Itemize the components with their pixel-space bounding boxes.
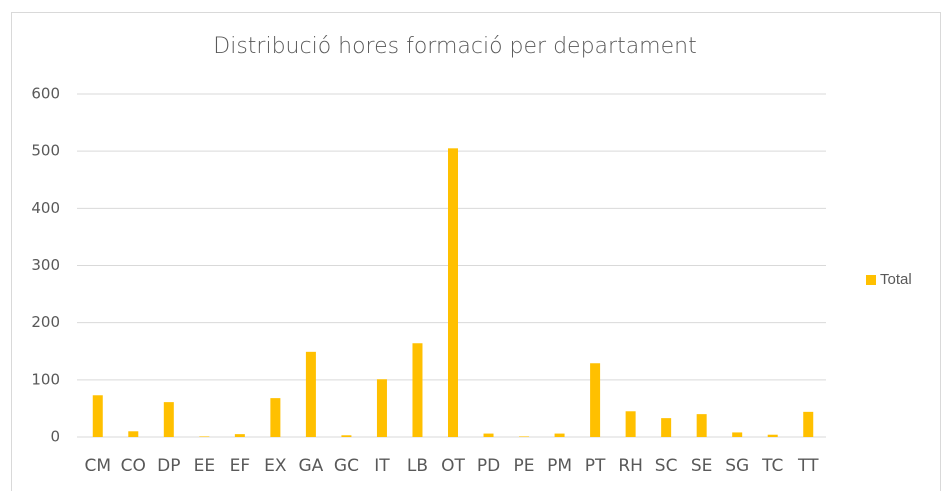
bar [483,433,494,437]
x-tick-label: GA [298,456,323,476]
x-tick-label: TT [797,456,819,476]
bar [199,436,210,437]
bar [696,414,707,437]
x-tick-label: EX [264,456,287,476]
x-tick-label: PE [514,456,535,476]
bar [341,435,352,437]
bar [590,363,601,437]
bar [270,398,281,437]
bar [554,433,565,437]
y-tick-label: 100 [31,370,60,388]
x-tick-label: CO [121,456,146,476]
x-tick-label: LB [407,456,428,476]
bar [661,418,672,437]
bar [92,395,103,437]
bar [732,432,743,437]
bar [412,343,423,437]
bar [234,434,245,437]
bar [767,434,778,437]
x-tick-label: SG [725,456,749,476]
bar [519,436,530,437]
y-tick-label: 400 [31,199,60,217]
x-tick-label: GC [334,456,359,476]
y-tick-label: 500 [31,142,60,160]
x-tick-label: OT [441,456,465,476]
bar [803,411,814,437]
x-tick-label: SE [691,456,713,476]
y-tick-label: 200 [31,313,60,331]
x-tick-label: PM [547,456,572,476]
legend-label: Total [880,271,912,288]
bar [163,402,174,437]
x-tick-label: CM [84,456,111,476]
bar [448,148,458,437]
bar [305,351,316,437]
x-tick-label: DP [157,456,180,476]
bar [376,379,387,437]
x-tick-label: PD [477,456,500,476]
x-tick-label: EF [230,456,251,476]
x-tick-label: IT [374,456,390,476]
y-tick-label: 0 [50,428,60,446]
chart-title: Distribució hores formació per departame… [213,34,696,59]
x-tick-label: EE [194,456,215,476]
bar [625,411,636,437]
chart-border [11,12,941,491]
x-tick-label: PT [585,456,606,476]
y-tick-label: 300 [31,256,60,274]
x-tick-label: TC [761,456,783,476]
y-tick-label: 600 [31,85,60,103]
bar [128,431,139,437]
x-tick-label: RH [618,456,643,476]
legend-swatch [866,275,876,285]
x-tick-label: SC [655,456,678,476]
